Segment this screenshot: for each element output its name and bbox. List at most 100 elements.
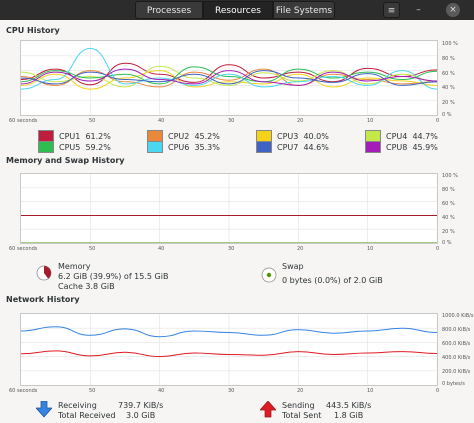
receiving-label: Receiving [58,401,97,410]
cpu-history-graph [20,40,438,116]
cpu2-value: 45.2% [194,131,220,141]
net-y-tick: 200.0 KiB/s [442,369,471,375]
net-x-tick: 50 [89,388,96,394]
cpu6-label: CPU6 [168,142,190,152]
mem-y-tick: 100 % [442,173,458,179]
cpu6-color-swatch[interactable] [147,141,163,153]
cpu4-value: 44.7% [412,131,438,141]
cpu6-value: 35.3% [194,142,220,152]
mem-y-tick: 80 % [442,187,455,193]
cpu-y-tick: 0 % [442,112,452,118]
memory-pie-icon[interactable] [36,265,52,281]
mem-x-tick: 40 [158,246,165,252]
memory-history-chart [21,174,437,243]
cpu2-series-line [21,68,437,88]
cpu1-value: 61.2% [85,131,111,141]
cpu-x-tick: 10 [367,118,374,124]
swap-pie-icon[interactable] [261,267,277,283]
net-x-tick: 40 [158,388,165,394]
menu-icon[interactable]: ≡ [383,2,400,18]
total-sent-value: 1.8 GiB [334,411,364,420]
memory-value: 6.2 GiB (39.9%) of 15.5 GiB [58,272,169,281]
cpu8-color-swatch[interactable] [365,141,381,153]
sending-series-line [21,350,437,358]
cpu2-label: CPU2 [168,131,190,141]
cpu5-value: 59.2% [85,142,111,152]
mem-x-tick: 60 seconds [9,246,38,252]
cpu7-color-swatch[interactable] [256,141,272,153]
net-y-tick: 1000.0 KiB/s [442,313,474,319]
mem-x-tick: 30 [228,246,235,252]
minimize-icon[interactable]: – [416,5,421,15]
net-y-tick: 600.0 KiB/s [442,341,471,347]
cpu-history-chart [21,41,437,115]
net-x-tick: 30 [228,388,235,394]
mem-x-tick: 20 [297,246,304,252]
network-history-title: Network History [6,295,80,304]
cpu1-series-line [21,62,437,86]
memory-label: Memory [58,262,91,271]
cpu-y-tick: 80 % [442,56,455,62]
cpu7-series-line [21,70,437,86]
cpu8-value: 45.9% [412,142,438,152]
receiving-series-line [21,326,437,338]
swap-label: Swap [282,262,304,271]
cpu3-value: 40.0% [303,131,329,141]
memory-history-title: Memory and Swap History [6,156,125,165]
cpu-y-tick: 60 % [442,71,455,77]
network-history-chart [21,314,437,385]
cpu5-color-swatch[interactable] [38,141,54,153]
tab-file-systems[interactable]: File Systems [273,1,335,19]
cpu3-label: CPU3 [277,131,299,141]
net-x-tick: 0 [436,388,440,394]
tab-processes[interactable]: Processes [135,1,203,19]
cpu3-series-line [21,70,437,90]
cpu-x-tick: 0 [436,118,440,124]
mem-y-tick: 20 % [442,229,455,235]
receiving-value: 739.7 KiB/s [118,401,164,410]
cpu1-label: CPU1 [59,131,81,141]
mem-y-tick: 40 % [442,215,455,221]
cpu7-label: CPU7 [277,142,299,152]
cpu8-label: CPU8 [386,142,408,152]
mem-x-tick: 10 [367,246,374,252]
cpu-y-tick: 20 % [442,100,455,106]
cpu5-series-line [21,66,437,85]
sending-value: 443.5 KiB/s [326,401,372,410]
header-bar: Processes Resources File Systems ≡ – × [0,0,474,20]
cache-value: Cache 3.8 GiB [58,282,115,291]
close-icon[interactable]: × [446,3,460,17]
sending-arrow-icon[interactable] [260,401,276,418]
cpu5-label: CPU5 [59,142,81,152]
total-received-label: Total Received [58,411,116,420]
net-y-tick: 400.0 KiB/s [442,355,471,361]
memory-history-graph [20,173,438,244]
total-received-value: 3.0 GiB [126,411,156,420]
net-x-tick: 10 [367,388,374,394]
net-x-tick: 20 [297,388,304,394]
tab-resources[interactable]: Resources [203,1,273,19]
pie-slice [266,272,272,278]
legend-cpu8: CPU8 45.9% [365,141,438,153]
legend-cpu6: CPU6 35.3% [147,141,220,153]
cpu4-label: CPU4 [386,131,408,141]
mem-x-tick: 0 [436,246,440,252]
cpu-x-tick: 20 [297,118,304,124]
cpu7-value: 44.6% [303,142,329,152]
mem-x-tick: 50 [89,246,96,252]
cpu-x-tick: 30 [228,118,235,124]
cpu-y-tick: 40 % [442,85,455,91]
cpu-x-tick: 40 [158,118,165,124]
legend-cpu5: CPU5 59.2% [38,141,111,153]
cpu-history-title: CPU History [6,26,60,35]
cpu4-series-line [21,65,437,88]
mem-y-tick: 60 % [442,201,455,207]
legend-cpu7: CPU7 44.6% [256,141,329,153]
cpu-x-tick: 60 seconds [9,118,38,124]
net-x-tick: 60 seconds [9,388,38,394]
pie-slice [44,266,52,279]
cpu-y-tick: 100 % [442,41,458,47]
mem-y-tick: 0 % [442,240,452,246]
net-y-tick: 800.0 KiB/s [442,327,471,333]
receiving-arrow-icon[interactable] [36,401,52,418]
